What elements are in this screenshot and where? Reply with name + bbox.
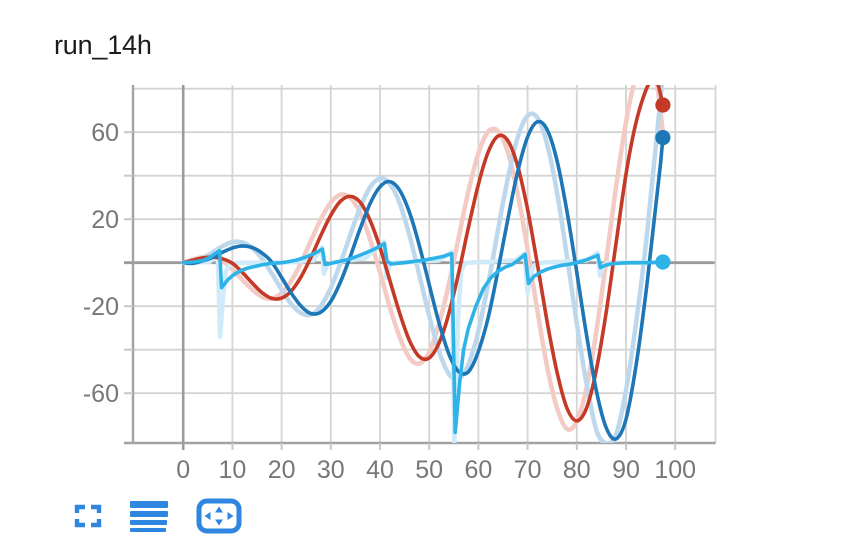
x-tick-label: 50 [415, 456, 443, 484]
series-cyan-smoothed [181, 241, 665, 435]
chart-title: run_14h [54, 30, 152, 60]
x-tick-label: 40 [366, 456, 394, 484]
x-tick-label: 80 [563, 456, 591, 484]
y-tick-label: -20 [83, 293, 119, 321]
series-red-smoothed [181, 85, 665, 423]
x-tick-label: 0 [176, 456, 190, 484]
fullscreen-icon [74, 504, 102, 531]
y-tick-label: 20 [91, 206, 119, 234]
x-tick-label: 90 [612, 456, 640, 484]
axis-labels: 0 10 20 30 40 50 60 70 80 90 100 60 20 -20 -60 [83, 119, 696, 484]
series-red-raw [180, 85, 666, 432]
series-blue-raw [180, 85, 665, 443]
pan-arrows-icon [196, 498, 242, 537]
x-tick-label: 100 [654, 456, 696, 484]
end-dot-cyan-smoothed [655, 254, 671, 270]
x-tick-label: 70 [514, 456, 542, 484]
y-tick-label: 60 [91, 119, 119, 147]
x-tick-label: 30 [317, 456, 345, 484]
smoothing-lines-icon [130, 500, 168, 535]
chart-toolbar [74, 498, 242, 534]
x-tick-label: 60 [464, 456, 492, 484]
series-blue-smoothed [181, 119, 665, 441]
fullscreen-button[interactable] [74, 504, 102, 528]
x-tick-label: 10 [218, 456, 246, 484]
y-tick-label: -60 [83, 380, 119, 408]
series-lines [180, 85, 666, 443]
x-tick-label: 20 [268, 456, 296, 484]
end-dot-blue-smoothed [655, 130, 671, 146]
end-dots [655, 97, 671, 270]
smoothing-button[interactable] [130, 500, 168, 535]
pan-button[interactable] [196, 498, 242, 534]
end-dot-red-smoothed [655, 97, 671, 113]
